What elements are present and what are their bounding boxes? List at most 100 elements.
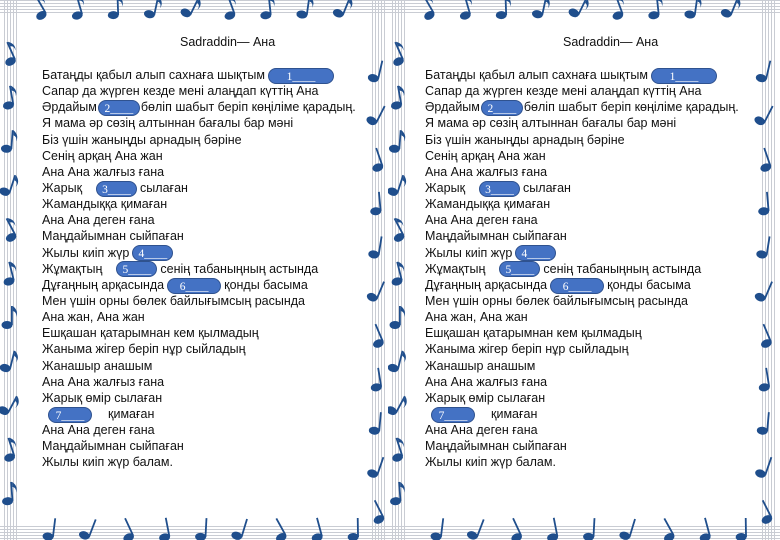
- fill-in-blank[interactable]: 7____: [48, 406, 92, 423]
- song-title: Sadraddin— Ана: [180, 35, 276, 49]
- lyric-text: Жамандыққа қимаған: [425, 197, 551, 212]
- lyric-line: Жылы киіп жүр 4____: [42, 245, 356, 262]
- lyric-text: Ана Ана жалғыз ғана: [425, 374, 548, 389]
- music-note-icon: [392, 437, 404, 462]
- lyric-line: Әрдайым 2____ бөліп шабыт беріп көңіліме қ…: [42, 99, 356, 116]
- music-note-icon: [0, 130, 18, 153]
- music-note-icon: [761, 499, 773, 524]
- lyric-line: Маңдайымнан сыйпаған: [42, 228, 356, 244]
- lyric-line: Жарық өмір сылаған: [42, 390, 356, 406]
- music-note-icon: [390, 481, 405, 506]
- music-note-icon: [5, 217, 17, 242]
- lyric-text: қонды басыма: [224, 277, 308, 292]
- fill-in-blank[interactable]: 6____: [550, 277, 605, 294]
- lyric-text: Ана Ана деген ғана: [425, 213, 538, 228]
- music-note-icon: [5, 41, 16, 66]
- fill-in-blank[interactable]: 3____: [479, 180, 521, 197]
- fill-in-blank[interactable]: 7____: [431, 406, 475, 423]
- music-staff-border: [762, 0, 776, 540]
- music-note-icon: [107, 0, 123, 20]
- lyric-line: Жарық 3____ сылаған: [42, 180, 356, 197]
- lyric-text: Жаныма жігер беріп нұр сыйладың: [42, 342, 246, 357]
- music-note-icon: [756, 236, 771, 259]
- lyric-text: Сенің арқаң Ана жан: [42, 148, 163, 163]
- lyric-line: Жанашыр анашым: [425, 358, 739, 374]
- fill-in-blank[interactable]: 6____: [167, 277, 222, 294]
- fill-in-blank[interactable]: 4____: [515, 245, 557, 262]
- lyric-line: Жаныма жігер беріп нұр сыйладың: [425, 341, 739, 357]
- music-note-icon: [71, 0, 84, 20]
- music-note-icon: [367, 60, 384, 83]
- music-note-icon: [684, 0, 702, 19]
- lyric-text: Жамандыққа қимаған: [42, 197, 168, 212]
- lyric-line: Батаңды қабыл алып сахнаға шықтым 1____: [425, 67, 739, 84]
- lyric-text: Маңдайымнан сыйпаған: [42, 439, 184, 454]
- lyric-line: Әрдайым 2____ бөліп шабыт беріп көңіліме қ…: [425, 99, 739, 116]
- lyrics: Батаңды қабыл алып сахнаға шықтым 1____ Са…: [42, 67, 356, 471]
- music-note-icon: [3, 261, 17, 286]
- lyric-line: Жамандыққа қимаған: [425, 196, 739, 212]
- lyric-text: Ана Ана жалғыз ғана: [42, 164, 165, 179]
- lyric-text: Жылы киіп жүр балам.: [425, 455, 556, 470]
- lyric-line: Ана Ана деген ғана: [425, 422, 739, 438]
- music-note-icon: [370, 191, 382, 216]
- lyric-line: Жылы киіп жүр 4____: [425, 245, 739, 262]
- lyric-line: Мен үшін орны бөлек байлығымсың расында: [42, 293, 356, 309]
- lyric-text: Дұғаңның арқасында: [425, 277, 548, 292]
- fill-in-blank[interactable]: 1____: [267, 67, 334, 84]
- music-note-icon: [372, 147, 384, 172]
- music-note-icon: [583, 518, 596, 540]
- lyric-text: Жарық өмір сылаған: [42, 390, 163, 405]
- fill-in-blank[interactable]: 5____: [116, 261, 158, 278]
- music-note-icon: [495, 0, 511, 20]
- lyric-text: Сенің арқаң Ана жан: [425, 148, 546, 163]
- music-note-icon: [260, 0, 275, 20]
- lyric-text: сенің табаныңның астында: [160, 261, 319, 276]
- lyric-line: Сапар да жүрген кезде мені алаңдап күтті…: [42, 83, 356, 99]
- music-note-icon: [568, 0, 589, 18]
- lyric-text: Сапар да жүрген кезде мені алаңдап күтті…: [42, 84, 319, 99]
- music-note-icon: [612, 0, 624, 20]
- fill-in-blank[interactable]: 4____: [132, 245, 174, 262]
- music-note-icon: [368, 236, 383, 259]
- music-note-icon: [391, 261, 405, 286]
- music-note-icon: [368, 412, 382, 435]
- lyric-line: Жылы киіп жүр балам.: [425, 454, 739, 470]
- lyric-line: Ана Ана жалғыз ғана: [42, 374, 356, 390]
- lyric-line: Маңдайымнан сыйпаған: [425, 438, 739, 454]
- lyric-text: Жанашыр анашым: [425, 358, 536, 373]
- music-note-icon: [373, 323, 384, 348]
- music-note-icon: [761, 323, 772, 348]
- music-note-icon: [4, 437, 16, 462]
- lyric-text: Маңдайымнан сыйпаған: [425, 439, 567, 454]
- music-note-icon: [231, 518, 248, 540]
- lyric-text: бөліп шабыт беріп көңіліме қарадың.: [523, 100, 739, 115]
- music-note-icon: [547, 517, 559, 540]
- music-note-icon: [393, 217, 405, 242]
- lyric-text: Маңдайымнан сыйпаған: [42, 229, 184, 244]
- music-staff-border: [388, 526, 780, 540]
- fill-in-blank[interactable]: 2____: [480, 99, 523, 116]
- music-note-icon: [0, 174, 19, 196]
- fill-in-blank[interactable]: 2____: [97, 99, 140, 116]
- lyric-text: Біз үшін жаныңды арнадың бәріне: [425, 132, 625, 147]
- lyric-text: сылаған: [140, 180, 188, 195]
- fill-in-blank[interactable]: 5____: [499, 261, 541, 278]
- lyric-text: Дұғаңның арқасында: [42, 277, 165, 292]
- lyric-text: Жылы киіп жүр: [425, 245, 513, 260]
- music-note-icon: [332, 0, 353, 18]
- fill-in-blank[interactable]: 1____: [650, 67, 717, 84]
- music-note-icon: [224, 0, 236, 20]
- lyric-line: 7____ қимаған: [42, 406, 356, 423]
- lyric-line: 7____ қимаған: [425, 406, 739, 423]
- music-note-icon: [35, 0, 47, 20]
- music-note-icon: [42, 518, 57, 540]
- music-note-icon: [0, 350, 18, 373]
- lyric-text: Әрдайым: [42, 100, 97, 115]
- lyric-text: Жылы киіп жүр: [42, 245, 130, 260]
- lyric-text: Батаңды қабыл алып сахнаға шықтым: [42, 68, 265, 82]
- lyric-text: Мен үшін орны бөлек байлығымсың расында: [425, 293, 688, 308]
- fill-in-blank[interactable]: 3____: [96, 180, 138, 197]
- lyric-text: Ана Ана деген ғана: [42, 213, 155, 228]
- music-note-icon: [531, 0, 550, 19]
